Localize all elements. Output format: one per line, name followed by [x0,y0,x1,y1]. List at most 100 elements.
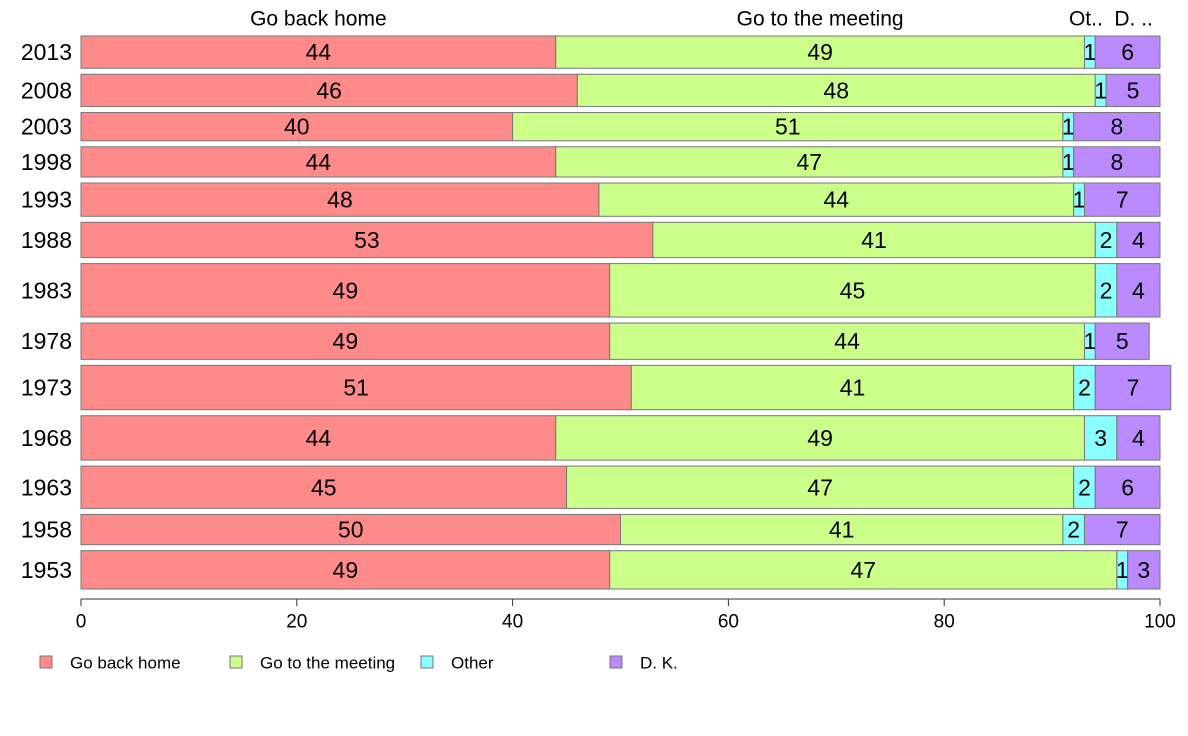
data-label: 50 [338,517,364,543]
data-label: 46 [316,77,342,103]
bar-segment [576,73,1096,108]
data-label: 41 [829,517,855,543]
data-label: 2 [1067,517,1080,543]
bar-segment [1094,322,1150,360]
bar-segment [1073,146,1161,178]
data-label: 49 [333,557,359,583]
data-label: 2 [1078,474,1091,500]
x-tick-label: 40 [502,612,523,633]
bar-segment [609,322,1085,360]
y-tick-label: 1973 [21,375,72,401]
bar-segment [652,221,1096,259]
data-label: 47 [807,474,833,500]
data-label: 8 [1110,149,1123,175]
bar-segment [1073,112,1161,142]
bar-segment [1105,73,1161,108]
data-label: 47 [850,557,876,583]
y-tick-label: 1983 [21,277,72,303]
column-header: Go to the meeting [737,8,904,31]
data-label: 44 [306,149,332,175]
bar-segment [598,182,1075,217]
bar-segment [555,415,1085,461]
y-tick-label: 1988 [21,227,72,253]
bar-segment [620,513,1064,546]
bar-segment [609,550,1118,590]
bar-segment [80,182,600,217]
data-label: 49 [807,425,833,451]
data-label: 1 [1083,328,1096,354]
data-label: 51 [775,114,801,140]
legend-swatch [609,655,623,669]
y-tick-label: 2008 [21,77,72,103]
data-label: 1 [1062,114,1075,140]
x-tick-label: 100 [1144,612,1176,633]
bar-segment [80,465,568,509]
bar-segment [80,513,621,546]
data-label: 2 [1078,375,1091,401]
bar-segment [80,35,557,69]
data-label: 49 [807,39,833,65]
data-label: 44 [306,425,332,451]
data-label: 48 [327,187,353,213]
data-label: 6 [1121,474,1134,500]
bar-segment [1116,221,1161,259]
data-label: 2 [1100,227,1113,253]
x-tick-label: 80 [934,612,955,633]
legend-label: Other [451,654,494,673]
bar-segment [80,550,611,590]
bar-segment [1083,415,1118,461]
y-tick-label: 1998 [21,149,72,175]
y-tick-label: 2013 [21,39,72,65]
column-header: D. .. [1114,8,1153,31]
y-tick-label: 1958 [21,517,72,543]
bar-segment [80,415,557,461]
data-label: 8 [1110,114,1123,140]
bar-segment [1094,465,1161,509]
x-tick-label: 60 [718,612,739,633]
y-tick-label: 1993 [21,187,72,213]
bar-segment [1127,550,1161,590]
bar-segment [1083,182,1161,217]
data-label: 1 [1083,39,1096,65]
column-header: Ot.. [1069,8,1103,31]
bar-segment [80,263,611,318]
data-label: 3 [1094,425,1107,451]
data-label: 49 [333,328,359,354]
data-label: 2 [1100,277,1113,303]
data-label: 44 [306,39,332,65]
data-label: 3 [1137,557,1150,583]
data-label: 4 [1132,277,1145,303]
data-label: 44 [834,328,860,354]
data-label: 1 [1062,149,1075,175]
data-label: 45 [840,277,866,303]
bar-segment [555,35,1085,69]
data-label: 5 [1116,328,1129,354]
y-tick-label: 1953 [21,557,72,583]
legend-label: Go back home [70,654,181,673]
legend-swatch [229,655,243,669]
data-label: 7 [1116,517,1129,543]
legend: Go back home Go to the meeting Other D. K. [39,654,678,673]
bar-segment [609,263,1096,318]
data-label: 1 [1116,557,1129,583]
bars: 44 49 1 646 48 1 540 51 1 844 47 1 848 44 1 753 41 2 449 45… [80,35,1172,590]
y-axis-labels: 2013 2008 2003 1998 1993 1988 1983 1978 1973 1968… [21,39,72,583]
bar-segment [630,364,1075,411]
bar-segment [1116,263,1161,318]
x-tick-label: 0 [76,612,87,633]
data-label: 49 [333,277,359,303]
x-tick-label: 20 [286,612,307,633]
y-tick-label: 1978 [21,328,72,354]
bar-segment [566,465,1075,509]
data-label: 44 [824,187,850,213]
legend-label: Go to the meeting [260,654,395,673]
column-headers: Go back home Go to the meeting Ot.. D. .. [250,8,1153,31]
bar-segment [1116,415,1161,461]
data-label: 45 [311,474,337,500]
data-label: 51 [343,375,369,401]
legend-label: D. K. [640,654,678,673]
legend-swatch [39,655,53,669]
x-axis: 0 20 40 60 80 100 [76,598,1176,633]
bar-segment [555,146,1064,178]
